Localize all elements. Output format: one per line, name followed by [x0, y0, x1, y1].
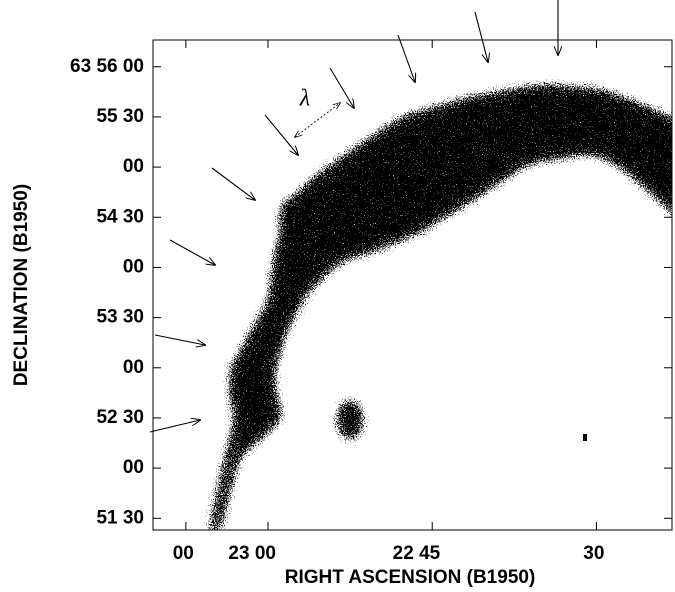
y-tick-label: 00 — [123, 156, 144, 177]
y-tick-label: 51 30 — [96, 507, 144, 528]
arrow — [264, 114, 298, 155]
y-axis-title: DECLINATION (B1950) — [11, 184, 32, 386]
arrow — [397, 34, 415, 82]
wavelength-arrow — [295, 103, 340, 137]
y-tick-label: 52 30 — [96, 407, 144, 428]
y-tick-label: 53 30 — [96, 307, 144, 328]
x-tick-label: 00 — [173, 543, 194, 564]
nebula-image — [202, 78, 672, 530]
y-tick-label: 63 56 00 — [70, 56, 144, 77]
arrow — [211, 167, 255, 200]
arrows — [149, 0, 558, 433]
plot-frame — [152, 39, 673, 531]
y-tick-label: 54 30 — [96, 206, 144, 227]
arrow — [169, 239, 215, 265]
y-tick-label: 00 — [123, 256, 144, 277]
y-tick-label: 55 30 — [96, 106, 144, 127]
arrow — [474, 11, 488, 62]
x-tick-label: 30 — [583, 543, 604, 564]
x-tick-label: 23 00 — [228, 543, 276, 564]
x-axis-title: RIGHT ASCENSION (B1950) — [285, 567, 536, 588]
dark-spot — [583, 434, 587, 441]
y-tick-label: 00 — [123, 357, 144, 378]
arrow — [154, 334, 205, 345]
y-tick-label: 00 — [123, 457, 144, 478]
arrow — [149, 420, 200, 433]
lambda-label: λ — [299, 86, 310, 112]
x-tick-label: 22 45 — [393, 543, 441, 564]
arrow — [329, 67, 354, 108]
